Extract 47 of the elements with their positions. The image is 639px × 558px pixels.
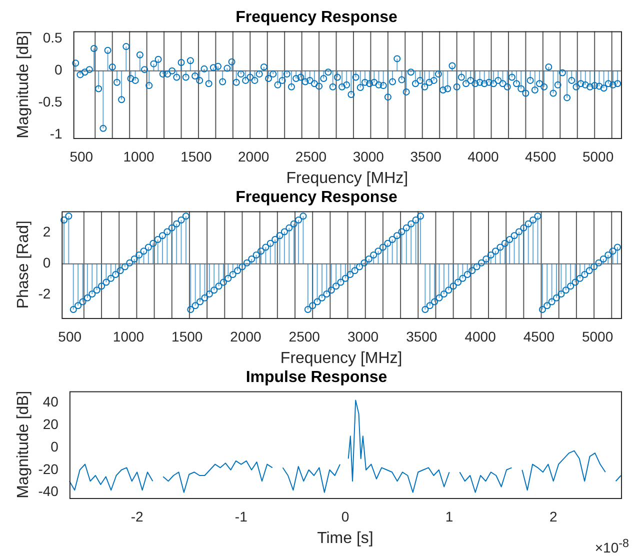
chart-title: Frequency Response xyxy=(236,9,398,26)
x-tick-label: 2500 xyxy=(288,328,320,344)
x-tick-label: 5000 xyxy=(582,328,614,344)
y-tick-label: -2 xyxy=(38,286,51,302)
x-tick-label: 500 xyxy=(70,148,94,164)
x-tick-label: 1 xyxy=(445,508,454,524)
x-tick-label: 500 xyxy=(58,328,82,344)
x-tick-label: 1000 xyxy=(123,148,155,164)
y-tick-label: 0 xyxy=(50,438,59,454)
x-tick-label: 3500 xyxy=(406,328,438,344)
y-tick-label: 0 xyxy=(42,254,51,271)
x-tick-label: 3500 xyxy=(410,148,442,164)
x-tick-label: 1000 xyxy=(112,328,144,344)
x-tick-label: 3000 xyxy=(347,328,379,344)
x-axis-title: Time [s] xyxy=(317,530,374,547)
y-tick-label: 0.5 xyxy=(42,30,63,46)
text: ×10$^{-8}$ xyxy=(594,537,629,556)
x-tick-label: 2000 xyxy=(230,328,262,344)
x-axis-title: Frequency [MHz] xyxy=(280,350,402,367)
y-tick-label: 2 xyxy=(42,224,51,240)
x-axis-title: Frequency [MHz] xyxy=(286,170,408,187)
x-tick-label: 2 xyxy=(549,508,558,524)
x-tick-label: 5000 xyxy=(582,148,614,164)
x-tick-label: 1500 xyxy=(180,148,212,164)
x-tick-label: 1500 xyxy=(172,328,203,344)
y-tick-label: -20 xyxy=(38,460,59,477)
x-tick-label: 3000 xyxy=(352,148,384,164)
y-tick-label: -40 xyxy=(38,483,59,500)
y-axis-title: Magnitude [dB] xyxy=(15,390,32,498)
y-axis-title: Magnitude [dB] xyxy=(15,30,32,138)
x-tick-label: -1 xyxy=(234,508,248,524)
y-tick-label: -1 xyxy=(50,126,63,142)
chart-title: Impulse Response xyxy=(246,369,388,386)
x-tick-label: -2 xyxy=(130,508,144,524)
x-tick-label: 4000 xyxy=(468,148,499,164)
y-axis-title: Phase [Rad] xyxy=(15,220,32,309)
x-tick-label: 4500 xyxy=(525,148,556,164)
x-tick-label: 2500 xyxy=(295,148,327,164)
y-tick-label: 20 xyxy=(42,416,59,432)
y-tick-label: 40 xyxy=(42,393,59,410)
y-tick-label: -0.5 xyxy=(38,94,63,110)
x-tick-label: 0 xyxy=(341,508,350,524)
x-tick-label: 4500 xyxy=(523,328,555,344)
chart-title: Frequency Response xyxy=(236,189,398,206)
x-tick-label: 4000 xyxy=(464,328,496,344)
x-tick-label: 2000 xyxy=(238,148,270,164)
y-tick-label: 0 xyxy=(54,62,63,78)
